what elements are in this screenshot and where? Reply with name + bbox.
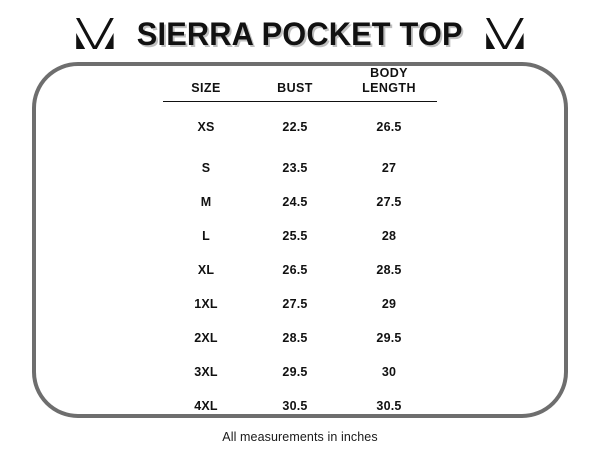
table-row: 1XL 27.5 29 bbox=[163, 287, 437, 321]
cell-body-length: 29 bbox=[381, 296, 397, 311]
cell-size: S bbox=[201, 160, 211, 175]
cell-size: XL bbox=[197, 262, 215, 277]
cell-size: 3XL bbox=[194, 364, 218, 379]
cell-size: M bbox=[200, 194, 212, 209]
header-divider bbox=[163, 100, 437, 103]
cell-bust: 26.5 bbox=[282, 262, 308, 277]
column-header-bust-line1: BUST bbox=[277, 80, 313, 95]
cell-bust: 30.5 bbox=[282, 398, 308, 413]
column-header-body-length: BODY LENGTH bbox=[341, 66, 437, 101]
table-header-row: SIZE BUST BODY LENGTH bbox=[163, 66, 437, 101]
column-header-size: SIZE bbox=[163, 66, 249, 101]
table-row: XL 26.5 28.5 bbox=[163, 253, 437, 287]
table-row: 2XL 28.5 29.5 bbox=[163, 321, 437, 355]
column-header-body-length-line1: BODY bbox=[370, 66, 408, 80]
table-row: XS 22.5 26.5 bbox=[163, 103, 437, 151]
cell-body-length: 29.5 bbox=[376, 330, 402, 345]
table-row: S 23.5 27 bbox=[163, 151, 437, 185]
cell-bust: 22.5 bbox=[282, 119, 308, 134]
cell-body-length: 27.5 bbox=[376, 194, 402, 209]
chart-header: SIERRA POCKET TOP bbox=[0, 10, 600, 58]
cell-size: L bbox=[202, 228, 210, 243]
cell-size: 2XL bbox=[194, 330, 218, 345]
brand-m-logo-icon-right bbox=[485, 18, 524, 49]
table-row: L 25.5 28 bbox=[163, 219, 437, 253]
cell-body-length: 27 bbox=[381, 160, 397, 175]
cell-body-length: 28.5 bbox=[376, 262, 402, 277]
size-chart-table: SIZE BUST BODY LENGTH XS 22.5 26.5 S 23.… bbox=[163, 66, 437, 423]
header-rule-line bbox=[163, 100, 437, 103]
cell-size: 4XL bbox=[194, 398, 218, 413]
cell-size: 1XL bbox=[194, 296, 218, 311]
table-row: 3XL 29.5 30 bbox=[163, 355, 437, 389]
column-header-body-length-line2: LENGTH bbox=[362, 80, 416, 95]
cell-bust: 23.5 bbox=[282, 160, 308, 175]
cell-bust: 28.5 bbox=[282, 330, 308, 345]
cell-body-length: 30 bbox=[381, 364, 397, 379]
cell-bust: 27.5 bbox=[282, 296, 308, 311]
column-header-size-line1: SIZE bbox=[191, 80, 221, 95]
size-chart-frame bbox=[32, 62, 568, 418]
cell-body-length: 26.5 bbox=[376, 119, 402, 134]
cell-bust: 29.5 bbox=[282, 364, 308, 379]
cell-body-length: 30.5 bbox=[376, 398, 402, 413]
cell-bust: 25.5 bbox=[282, 228, 308, 243]
brand-m-logo-icon-left bbox=[76, 18, 115, 49]
page-title: SIERRA POCKET TOP bbox=[137, 16, 463, 52]
cell-body-length: 28 bbox=[381, 228, 397, 243]
cell-size: XS bbox=[197, 119, 215, 134]
table-row: M 24.5 27.5 bbox=[163, 185, 437, 219]
column-header-bust: BUST bbox=[249, 66, 341, 101]
cell-bust: 24.5 bbox=[282, 194, 308, 209]
measurement-units-note: All measurements in inches bbox=[222, 430, 378, 444]
table-row: 4XL 30.5 30.5 bbox=[163, 389, 437, 423]
